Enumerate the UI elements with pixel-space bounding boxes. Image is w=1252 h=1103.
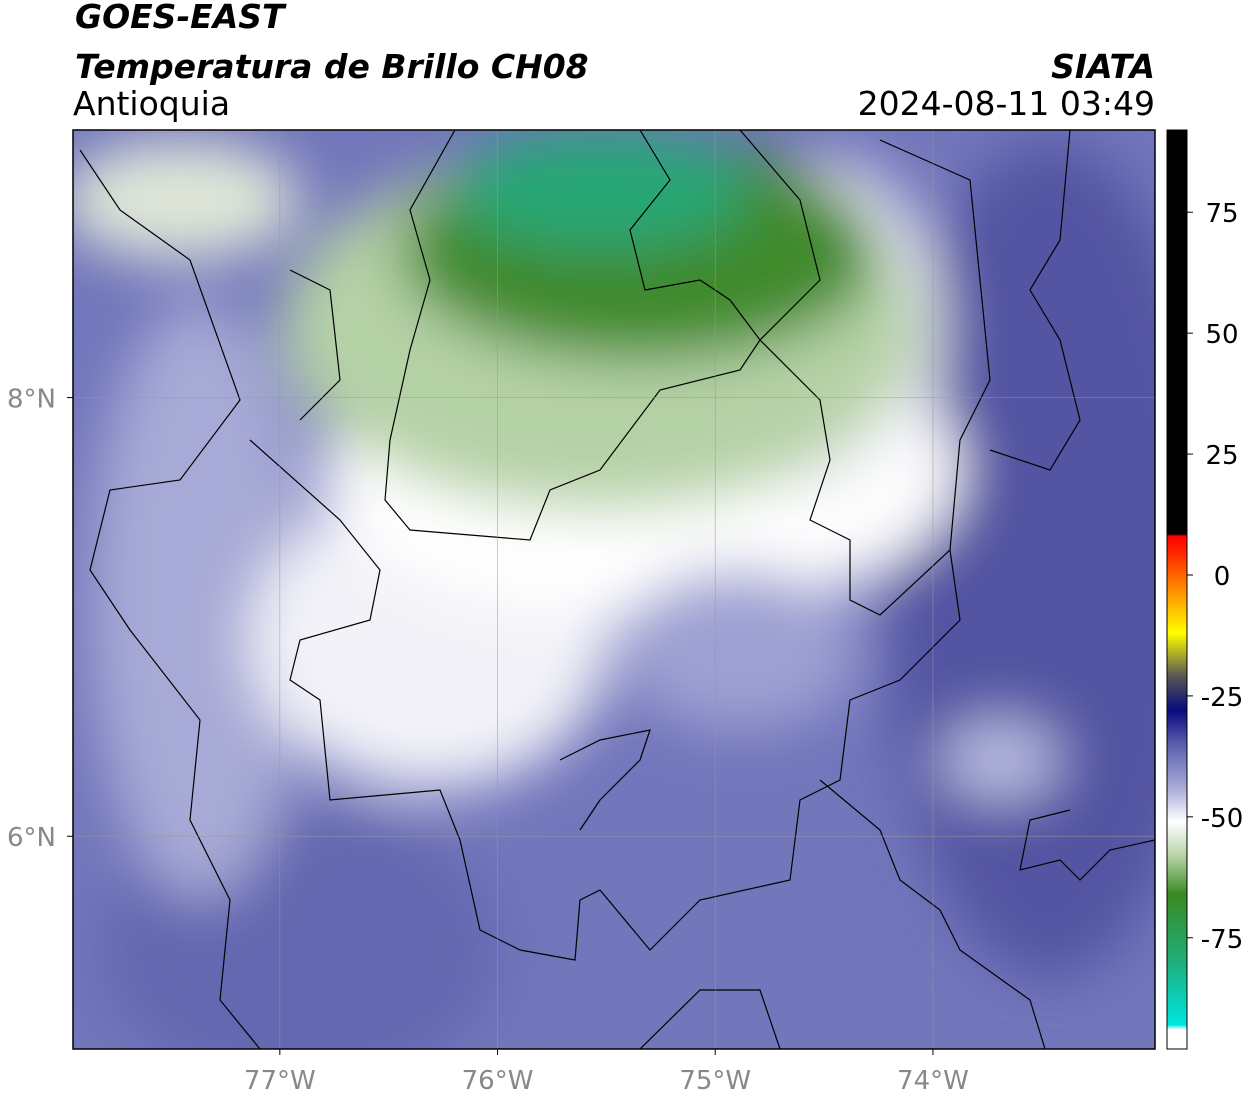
y-tick-label: 6°N	[7, 823, 56, 853]
colorbar-tick-label: -50	[1201, 804, 1243, 834]
x-tick-label: 76°W	[462, 1066, 534, 1096]
x-tick-label: 75°W	[679, 1066, 751, 1096]
region: Antioquia	[73, 84, 230, 123]
colorbar-tick-label: -75	[1201, 925, 1243, 955]
colorbar	[1166, 129, 1188, 1050]
satellite-image	[73, 130, 1155, 1049]
title: GOES-EAST	[75, 0, 287, 36]
map-frame	[72, 129, 1156, 1050]
colorbar-tick-label: -25	[1201, 683, 1243, 713]
source: SIATA	[1051, 47, 1155, 86]
timestamp: 2024-08-11 03:49	[858, 84, 1155, 123]
colorbar-tick-label: 0	[1214, 562, 1231, 592]
cloud-field	[73, 130, 1155, 1049]
colorbar-tick-label: 75	[1205, 199, 1238, 229]
borders	[79, 130, 1155, 1049]
colorbar-tick-label: 50	[1205, 320, 1238, 350]
x-tick-label: 77°W	[244, 1066, 316, 1096]
colorbar-tick-label: 25	[1205, 441, 1238, 471]
y-tick-label: 8°N	[7, 385, 56, 415]
subtitle: Temperatura de Brillo CH08	[75, 47, 589, 86]
x-tick-label: 74°W	[897, 1066, 969, 1096]
